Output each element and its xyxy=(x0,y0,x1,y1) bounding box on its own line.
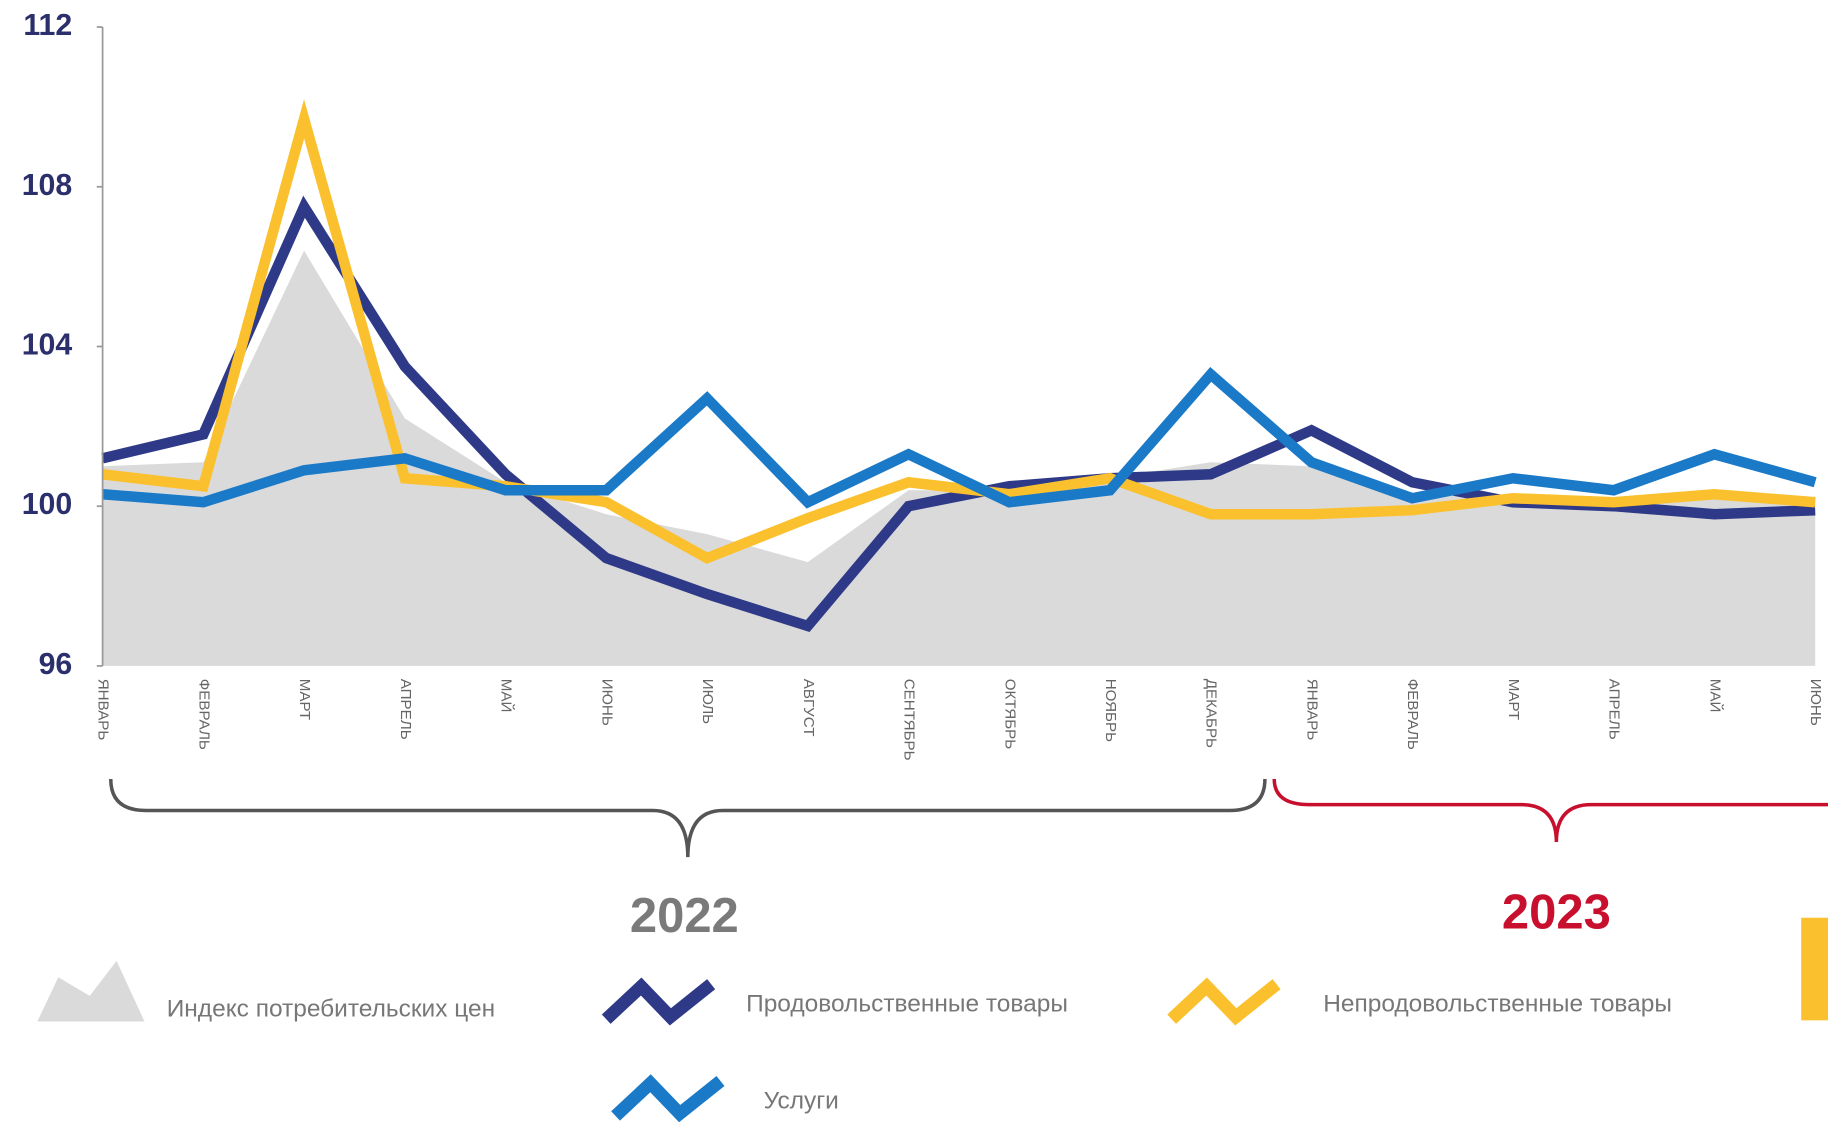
x-tick-label: ЯНВАРЬ xyxy=(1303,679,1320,741)
x-tick-label: МАРТ xyxy=(296,679,313,720)
area xyxy=(102,250,1816,666)
x-tick-label: АПРЕЛЬ xyxy=(397,679,414,740)
x-tick-label: АВГУСТ xyxy=(800,679,817,737)
annotation: 2023 xyxy=(1502,885,1611,939)
x-tick-label: МАРТ xyxy=(1505,679,1522,720)
x-tick-label: ИЮНЬ xyxy=(1807,679,1824,726)
y-tick-label: 112 xyxy=(23,9,72,42)
legend-icon xyxy=(1167,977,1281,1026)
y-tick-label: 100 xyxy=(22,488,73,521)
line xyxy=(102,367,1817,509)
y-tick-label: 108 xyxy=(22,169,73,202)
legend-label: Индекс потребительских цен xyxy=(167,995,495,1022)
legend-icon xyxy=(601,977,716,1026)
x-tick-label: ЯНВАРЬ xyxy=(95,679,112,741)
bracket-2022 xyxy=(109,778,1267,858)
x-tick-label: ИЮЛЬ xyxy=(699,679,716,724)
legend-icon xyxy=(611,1074,725,1122)
x-tick-label: ФЕВРАЛЬ xyxy=(195,679,212,750)
bracket-2023 xyxy=(1272,778,1828,842)
x-tick-label: АПРЕЛЬ xyxy=(1606,679,1623,740)
x-tick-label: МАЙ xyxy=(1706,679,1724,713)
x-tick-label: ФЕВРАЛЬ xyxy=(1404,679,1421,750)
y-tick-label: 96 xyxy=(39,648,73,681)
x-tick-label: ИЮНЬ xyxy=(598,679,615,726)
x-tick-label: ОКТЯБРЬ xyxy=(1001,679,1018,749)
x-tick-label: МАЙ xyxy=(498,679,516,713)
line xyxy=(101,99,1816,564)
legend-label: Непродовольственные товары xyxy=(1323,991,1672,1018)
annotation: 2022 xyxy=(630,889,739,943)
legend-icon xyxy=(37,960,145,1022)
x-tick-label: СЕНТЯБРЬ xyxy=(901,679,918,761)
decoration xyxy=(1801,917,1828,1021)
legend-label: Услуги xyxy=(764,1087,839,1114)
y-tick-label: 104 xyxy=(22,328,73,361)
x-tick-label: ДЕКАБРЬ xyxy=(1203,679,1220,748)
legend-label: Продовольственные товары xyxy=(746,991,1068,1018)
x-tick-label: НОЯБРЬ xyxy=(1102,679,1119,742)
